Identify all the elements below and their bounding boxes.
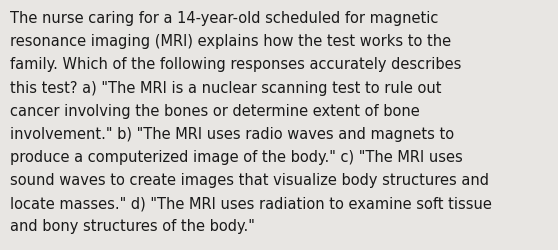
Text: cancer involving the bones or determine extent of bone: cancer involving the bones or determine … bbox=[10, 103, 420, 118]
Text: locate masses." d) "The MRI uses radiation to examine soft tissue: locate masses." d) "The MRI uses radiati… bbox=[10, 195, 492, 210]
Text: and bony structures of the body.": and bony structures of the body." bbox=[10, 218, 255, 233]
Text: resonance imaging (MRI) explains how the test works to the: resonance imaging (MRI) explains how the… bbox=[10, 34, 451, 49]
Text: family. Which of the following responses accurately describes: family. Which of the following responses… bbox=[10, 57, 461, 72]
Text: sound waves to create images that visualize body structures and: sound waves to create images that visual… bbox=[10, 172, 489, 187]
Text: produce a computerized image of the body." c) "The MRI uses: produce a computerized image of the body… bbox=[10, 149, 463, 164]
Text: this test? a) "The MRI is a nuclear scanning test to rule out: this test? a) "The MRI is a nuclear scan… bbox=[10, 80, 441, 95]
Text: The nurse caring for a 14-year-old scheduled for magnetic: The nurse caring for a 14-year-old sched… bbox=[10, 11, 439, 26]
Text: involvement." b) "The MRI uses radio waves and magnets to: involvement." b) "The MRI uses radio wav… bbox=[10, 126, 454, 141]
